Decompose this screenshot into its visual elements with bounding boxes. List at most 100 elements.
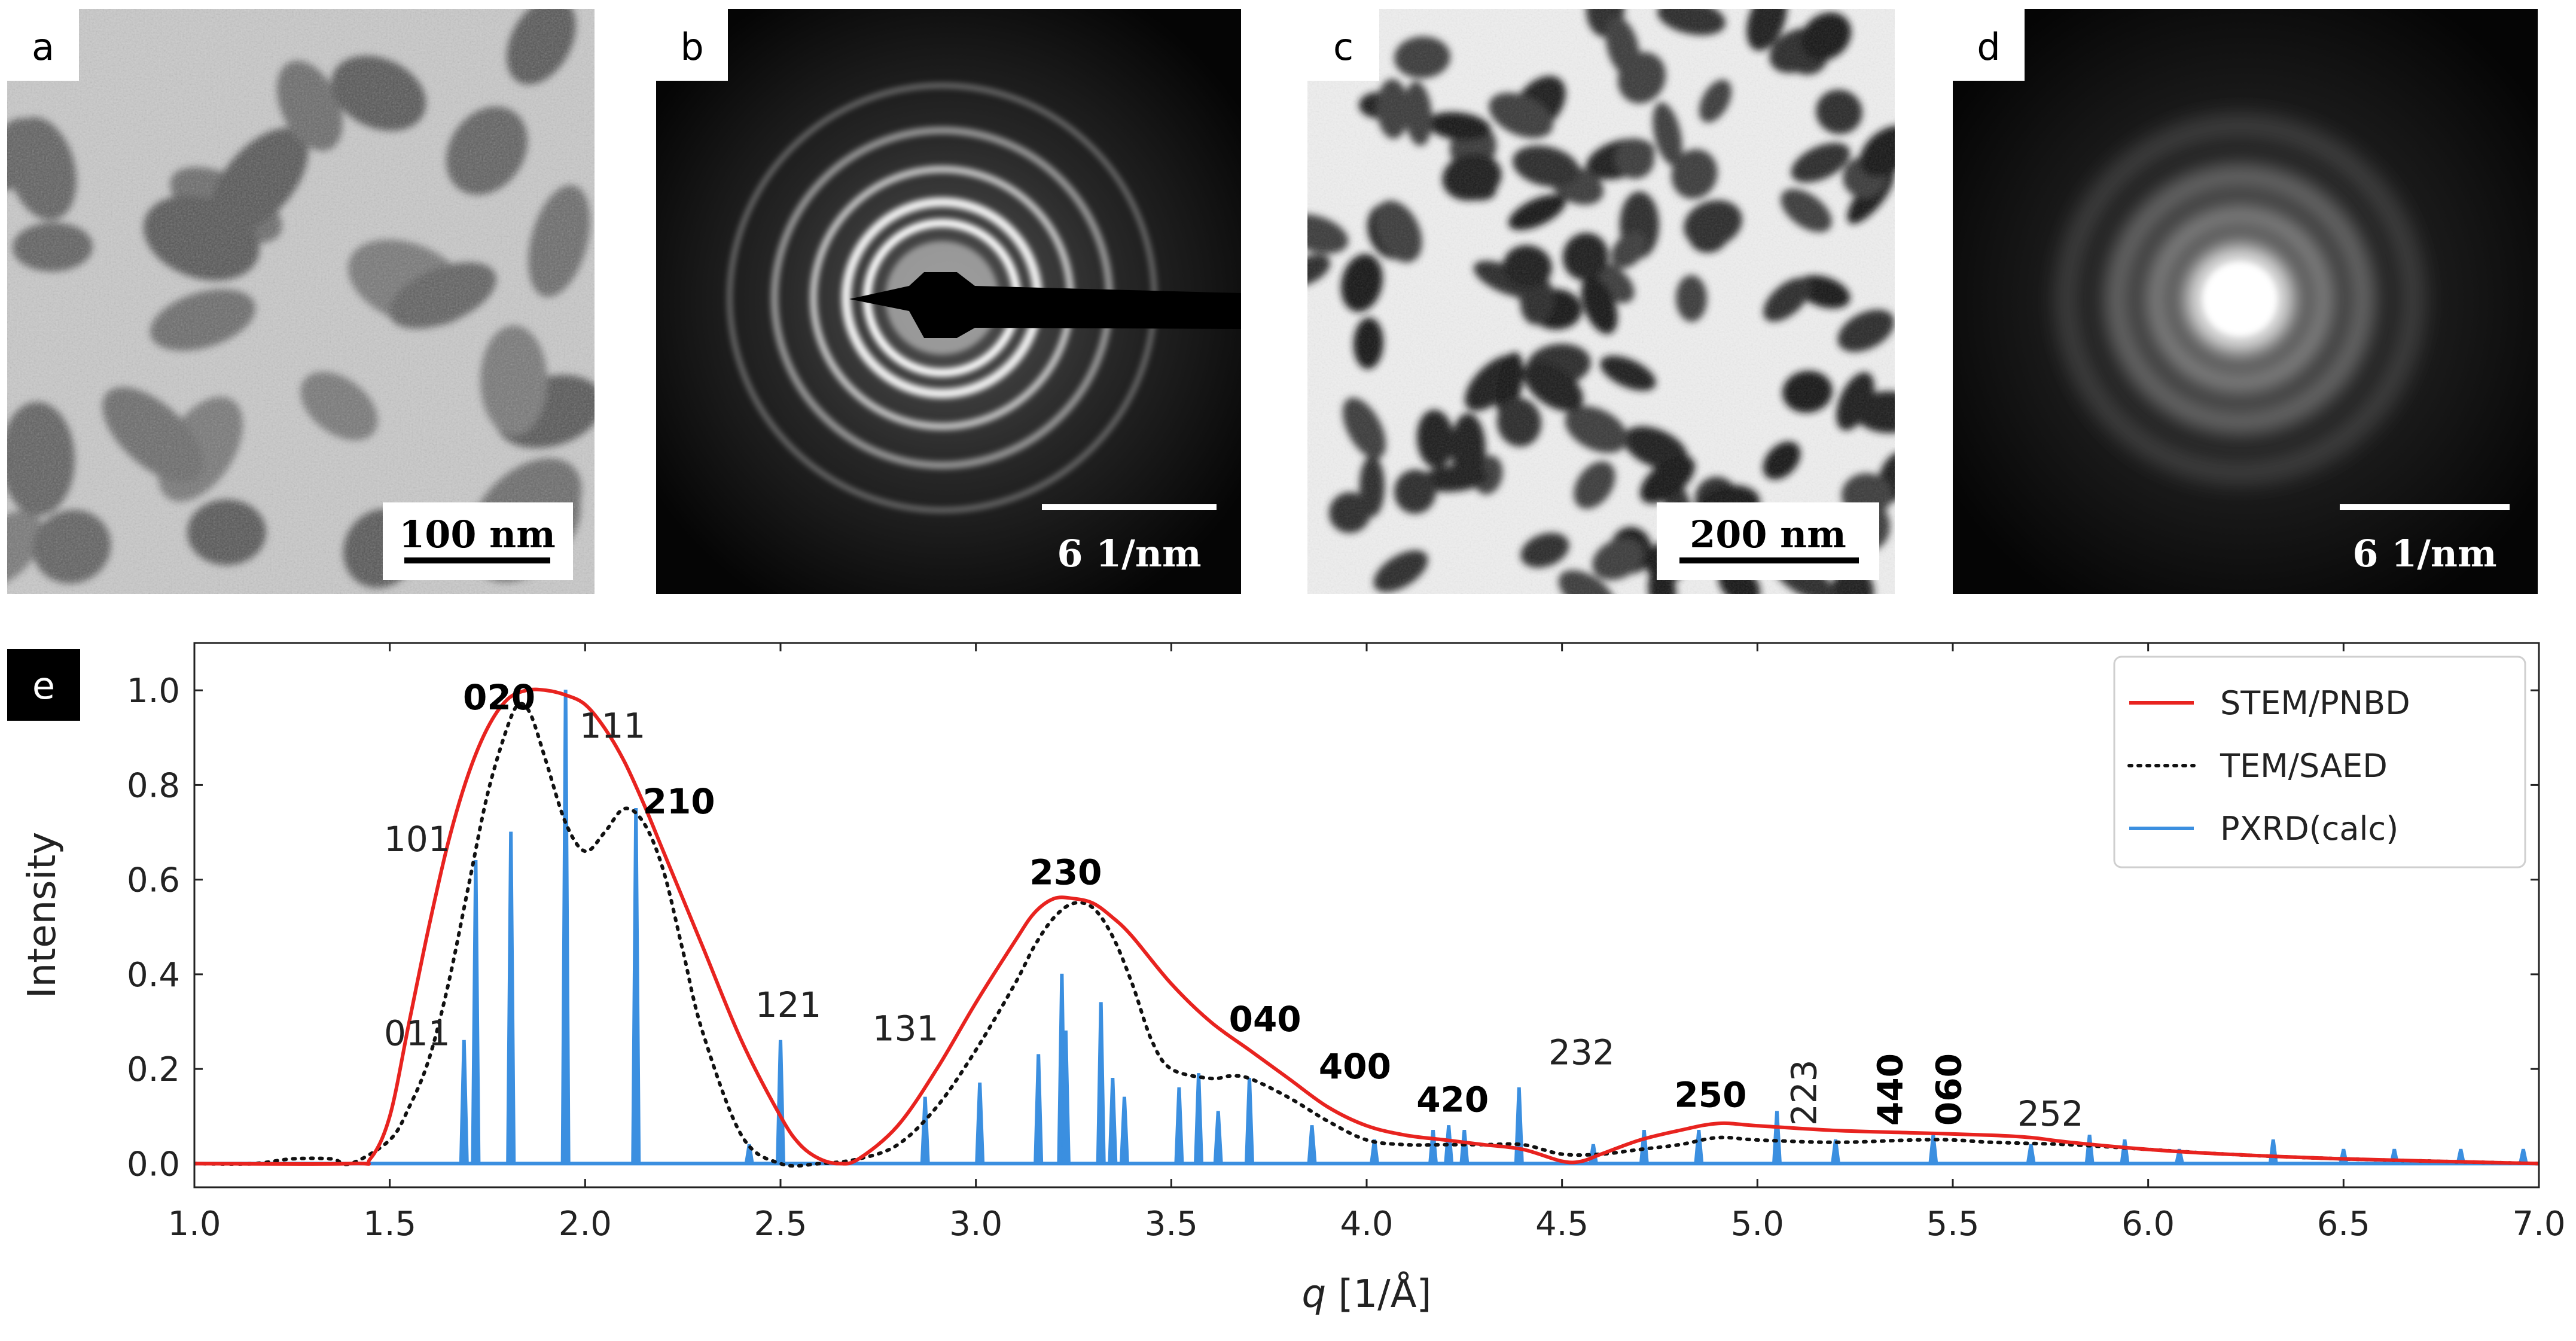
pxrd-peak	[2026, 1144, 2036, 1165]
y-tick-label: 1.0	[127, 672, 180, 711]
y-tick-label: 0.6	[127, 861, 180, 900]
pxrd-peak	[1194, 1073, 1204, 1165]
series-stem-pnbd	[194, 687, 2539, 1166]
y-tick-label: 0.0	[127, 1145, 180, 1184]
peak-label: 060	[1928, 1053, 1969, 1126]
pxrd-peak	[1830, 1139, 1841, 1165]
pxrd-peak	[1244, 1078, 1255, 1165]
pxrd-peak	[459, 1040, 469, 1165]
beam-stop	[849, 272, 1241, 338]
peak-label: 131	[873, 1008, 939, 1049]
x-axis-label-q: q	[1302, 1272, 1327, 1316]
pxrd-peak	[975, 1082, 985, 1165]
peak-label: 011	[384, 1013, 450, 1054]
pxrd-peak	[2120, 1139, 2130, 1165]
x-tick-label: 5.0	[1731, 1205, 1784, 1244]
legend-box	[2113, 656, 2526, 868]
panel-a-scalebar-box	[383, 502, 573, 580]
peak-label: 210	[643, 781, 715, 822]
x-axis-label: q [1/Å]	[1302, 1271, 1432, 1316]
x-tick-label: 1.5	[363, 1205, 416, 1244]
peak-label: 230	[1029, 852, 1102, 893]
pxrd-peak	[1213, 1111, 1223, 1165]
series-tem-saed	[194, 702, 2539, 1168]
panel-b-scalebar	[1042, 504, 1217, 510]
peak-annotations: 020 111 101 210 011 121 131 230 040 400 232 420 250 2…	[384, 677, 2084, 1134]
panel-a-tem-image	[7, 9, 595, 594]
x-tick-label: 7.0	[2512, 1205, 2565, 1244]
x-tick-label: 3.5	[1145, 1205, 1198, 1244]
panel-c-scalebar-label: 200 nm	[1690, 513, 1846, 556]
panel-d-letter: d	[1977, 25, 2000, 69]
x-tick-label: 4.0	[1340, 1205, 1393, 1244]
panel-c-letter: c	[1333, 25, 1353, 69]
panel-b-letter: b	[680, 25, 703, 69]
pxrd-peak	[560, 690, 571, 1165]
x-tick-label: 2.5	[754, 1205, 807, 1244]
panel-d-pnbd-pattern	[1953, 9, 2538, 594]
pxrd-peak	[2268, 1139, 2278, 1165]
central-beam	[2203, 262, 2277, 336]
panel-c-scalebar	[1679, 557, 1859, 563]
x-tick-label: 6.5	[2317, 1205, 2370, 1244]
pxrd-peak	[1119, 1096, 1129, 1165]
pxrd-peak	[1174, 1087, 1184, 1165]
peak-label: 020	[463, 677, 535, 718]
panel-d-letter-box	[1953, 9, 2025, 81]
y-tick-label: 0.2	[127, 1050, 180, 1089]
pxrd-peak	[1307, 1125, 1317, 1165]
x-tick-label: 6.0	[2121, 1205, 2175, 1244]
panel-d-scalebar-label: 6 1/nm	[2352, 532, 2496, 575]
panel-c-letter-box	[1307, 9, 1379, 81]
y-axis-label: Intensity	[20, 832, 65, 999]
peak-label: 232	[1548, 1032, 1615, 1072]
pxrd-peak	[631, 807, 641, 1165]
panel-a-letter-box	[7, 9, 79, 81]
x-tick-label: 3.0	[949, 1205, 1002, 1244]
pxrd-peak	[506, 831, 516, 1165]
peak-label: 121	[755, 985, 822, 1025]
panel-c-scalebar-box	[1657, 502, 1879, 580]
x-tick-label: 1.0	[167, 1205, 221, 1244]
panel-b-saed-pattern	[656, 9, 1241, 594]
y-tick-label: 0.8	[127, 766, 180, 805]
series-pxrd-calc	[194, 690, 2539, 1166]
pxrd-peak	[2174, 1148, 2185, 1165]
panel-d-scalebar	[2340, 504, 2510, 510]
pxrd-peak	[471, 860, 481, 1165]
pxrd-peak	[744, 1144, 754, 1165]
axis-ticks	[193, 643, 2540, 1187]
legend-label-stem: STEM/PNBD	[2220, 684, 2410, 722]
x-tick-label: 4.5	[1535, 1205, 1589, 1244]
panel-a-scalebar	[404, 557, 550, 563]
pxrd-peak	[775, 1040, 786, 1165]
pxrd-peak	[1514, 1087, 1524, 1165]
pxrd-peak	[920, 1096, 930, 1165]
peak-label: 040	[1229, 999, 1301, 1040]
x-tick-label: 2.0	[559, 1205, 612, 1244]
pxrd-peak	[1108, 1078, 1118, 1165]
peak-label: 420	[1416, 1079, 1489, 1120]
pxrd-peak	[1639, 1130, 1649, 1165]
plot-frame	[193, 642, 2540, 1188]
pxrd-peak	[1772, 1111, 1782, 1165]
panel-a-scalebar-label: 100 nm	[399, 513, 556, 556]
panel-a-letter: a	[32, 25, 54, 69]
x-tick-label: 5.5	[1926, 1205, 1979, 1244]
series-layer	[194, 687, 2539, 1168]
panel-b-letter-box	[656, 9, 728, 81]
panel-b-scalebar-label: 6 1/nm	[1057, 532, 1201, 575]
pxrd-peak	[1034, 1054, 1044, 1165]
intensity-chart: 1.0 1.5 2.0 2.5 3.0 3.5 4.0 4.5 5.0 5.5 6.0 6.5 7.0 0…	[20, 642, 2566, 1316]
peak-label: 101	[384, 819, 450, 860]
pxrd-peak	[1428, 1130, 1438, 1165]
pxrd-peak	[2084, 1134, 2095, 1165]
legend-label-pxrd: PXRD(calc)	[2220, 810, 2398, 848]
peak-label: 400	[1319, 1046, 1391, 1087]
peak-label: 223	[1784, 1059, 1825, 1126]
pxrd-peak	[1096, 1002, 1106, 1165]
panel-e-letter: e	[32, 664, 55, 708]
y-tick-label: 0.4	[127, 956, 180, 995]
legend: STEM/PNBD TEM/SAED PXRD(calc)	[2113, 656, 2526, 868]
